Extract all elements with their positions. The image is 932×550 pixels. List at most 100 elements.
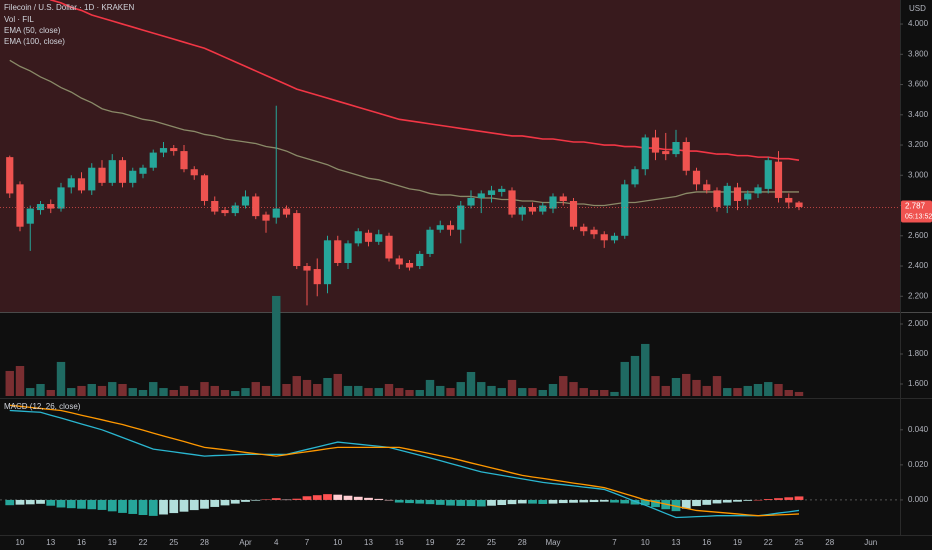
candle-body — [405, 262, 414, 268]
candle-body — [180, 151, 188, 170]
volume-bar — [36, 384, 45, 396]
last-price-label: 2.787 — [905, 202, 926, 211]
histogram-bar — [169, 499, 179, 514]
legend-volume: Vol · FIL — [4, 15, 34, 24]
y-tick-label: 4.000 — [908, 19, 929, 28]
volume-bar — [302, 379, 312, 396]
x-tick-label: 22 — [456, 538, 465, 547]
histogram-bar — [712, 499, 722, 504]
candle-body — [426, 229, 434, 254]
volume-bar — [528, 388, 537, 396]
x-tick-label: 13 — [46, 538, 55, 547]
histogram-bar — [189, 499, 199, 511]
volume-bar — [559, 376, 568, 396]
volume-bar — [651, 376, 660, 396]
candle-body — [26, 208, 34, 224]
x-tick-label: May — [545, 538, 560, 547]
volume-bar — [26, 388, 35, 396]
volume-bar — [333, 373, 342, 396]
histogram-bar — [384, 499, 394, 501]
histogram-bar — [323, 494, 332, 500]
candle-body — [723, 185, 731, 206]
histogram-bar — [5, 499, 15, 506]
volume-bar — [251, 382, 260, 396]
volume-bar — [620, 361, 629, 396]
candle-body — [231, 205, 239, 214]
candle-body — [108, 160, 116, 183]
candle-body — [200, 175, 209, 201]
chart-title: Filecoin / U.S. Dollar · 1D · KRAKEN — [4, 3, 134, 12]
histogram-bar — [241, 499, 250, 502]
candle-body — [190, 169, 198, 176]
candle-body — [682, 142, 690, 171]
histogram-bar — [640, 499, 650, 506]
volume-bar — [108, 382, 117, 396]
histogram-bar — [497, 499, 507, 506]
candle-body — [713, 190, 721, 208]
candle-body — [47, 204, 55, 209]
volume-bar — [497, 388, 506, 396]
candle-body — [785, 197, 793, 203]
volume-bar — [169, 390, 178, 396]
candle-body — [569, 200, 578, 227]
histogram-bar — [292, 498, 302, 500]
x-tick-label: 25 — [487, 538, 496, 547]
histogram-bar — [630, 499, 640, 505]
histogram-bar — [425, 499, 435, 505]
histogram-bar — [753, 499, 763, 501]
histogram-bar — [579, 499, 589, 503]
candle-body — [662, 151, 670, 155]
x-tick-label: 28 — [518, 538, 527, 547]
candle-body — [600, 234, 608, 241]
macd-layer — [0, 404, 900, 519]
x-tick-label: 13 — [672, 538, 681, 547]
volume-bar — [364, 388, 373, 396]
candle-body — [580, 226, 588, 232]
histogram-bar — [774, 498, 783, 500]
candle-body — [436, 225, 444, 230]
histogram-bar — [200, 499, 209, 509]
x-tick-label: 19 — [733, 538, 742, 547]
x-tick-label: 28 — [825, 538, 834, 547]
y-tick-label: 3.200 — [908, 140, 929, 149]
volume-bar — [67, 388, 76, 396]
price-pane — [0, 0, 900, 312]
candle-body — [744, 193, 752, 200]
candle-body — [733, 187, 742, 201]
candle-body — [282, 208, 291, 215]
candle-body — [385, 235, 393, 259]
histogram-bar — [517, 499, 527, 504]
candle-body — [334, 240, 342, 263]
candle-body — [272, 208, 280, 218]
histogram-bar — [374, 498, 384, 500]
candle-body — [323, 240, 332, 285]
candle-body — [221, 210, 229, 214]
histogram-bar — [394, 499, 404, 503]
ema-line — [49, 0, 800, 161]
candle-body — [795, 202, 803, 208]
histogram-bar — [251, 499, 261, 501]
histogram-bar — [87, 499, 97, 510]
histogram-bar — [722, 499, 732, 503]
axis-layer: 4.0003.8003.6003.4003.2003.0002.8002.600… — [16, 19, 932, 547]
volume-bar — [743, 385, 752, 396]
histogram-bar — [220, 499, 230, 506]
histogram-bar — [128, 499, 138, 514]
volume-bar — [764, 382, 773, 396]
candle-body — [416, 253, 424, 267]
candle-body — [446, 225, 455, 230]
histogram-bar — [271, 498, 281, 500]
x-tick-label: 25 — [795, 538, 804, 547]
candle-body — [641, 137, 649, 170]
x-tick-label: 10 — [16, 538, 25, 547]
histogram-bar — [25, 499, 35, 505]
candle-body — [375, 234, 383, 242]
volume-bar — [610, 391, 619, 396]
volume-bar — [313, 384, 322, 396]
volume-bar — [579, 388, 588, 396]
candle-body — [16, 184, 24, 227]
histogram-bar — [538, 499, 548, 504]
candle-body — [149, 152, 157, 168]
histogram-bar — [210, 499, 220, 507]
